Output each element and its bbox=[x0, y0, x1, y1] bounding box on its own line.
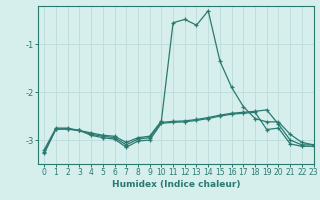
X-axis label: Humidex (Indice chaleur): Humidex (Indice chaleur) bbox=[112, 180, 240, 189]
